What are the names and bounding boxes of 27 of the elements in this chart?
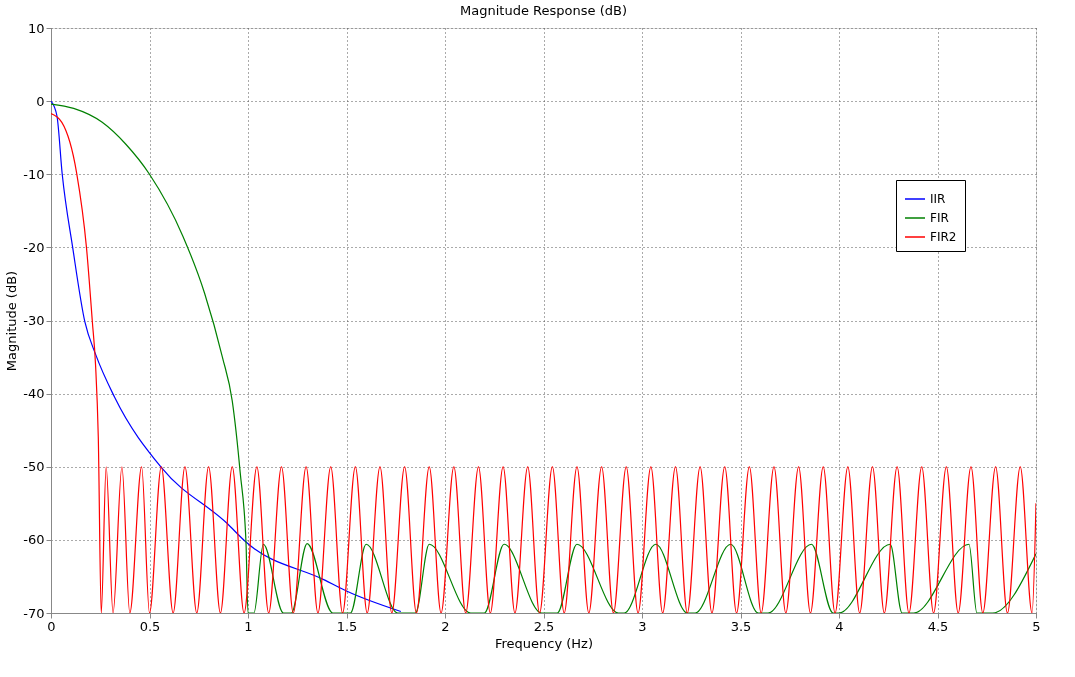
y-tick-label: -60: [23, 532, 45, 548]
legend-label: FIR: [930, 211, 949, 225]
chart-title: Magnitude Response (dB): [460, 3, 627, 18]
y-tick-label: 10: [27, 20, 45, 36]
y-axis-title: Magnitude (dB): [4, 270, 20, 372]
x-tick-label: 1.5: [336, 618, 358, 634]
y-tick-label: -20: [23, 239, 45, 255]
y-tick-label: -70: [23, 605, 45, 621]
x-tick-label: 2: [441, 618, 450, 634]
y-tick-label: -40: [23, 386, 45, 402]
x-tick-label: 4: [835, 618, 844, 634]
x-tick-label: 3.5: [730, 618, 752, 634]
x-tick-label: 0: [47, 618, 56, 634]
line-series: [51, 100, 402, 613]
legend-label: IIR: [930, 192, 946, 206]
y-tick-label: -50: [23, 459, 45, 475]
x-tick-label: 2.5: [533, 618, 555, 634]
y-tick-label: 0: [36, 93, 45, 109]
y-tick-label: -30: [23, 313, 45, 328]
legend-label: FIR2: [930, 230, 957, 244]
x-tick-label: 1: [244, 618, 253, 634]
x-axis-title: Frequency (Hz): [494, 635, 594, 651]
x-tick-label: 4.5: [927, 618, 949, 634]
y-tick-label: -10: [23, 166, 45, 182]
x-tick-label: 5: [1032, 618, 1041, 634]
x-tick-label: 3: [638, 618, 647, 634]
x-tick-label: 0.5: [139, 618, 161, 634]
